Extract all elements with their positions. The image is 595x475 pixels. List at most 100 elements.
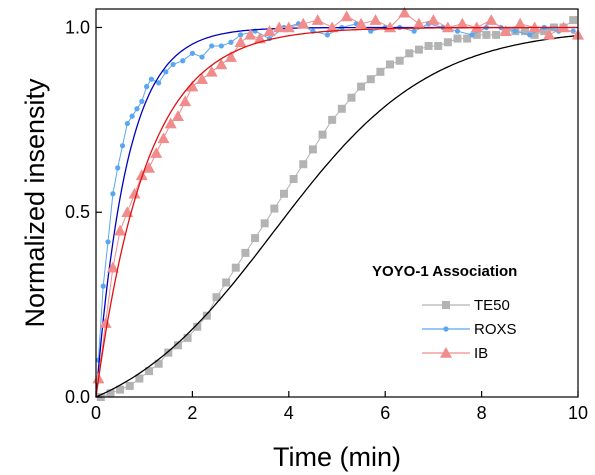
data-point-ib	[114, 224, 127, 236]
data-point-ib	[205, 65, 218, 77]
data-point-roxs	[411, 28, 417, 34]
data-point-te50	[472, 30, 481, 39]
data-point-te50	[357, 82, 366, 91]
data-point-roxs	[228, 39, 234, 45]
data-point-te50	[270, 204, 279, 213]
data-point-roxs	[170, 61, 176, 68]
data-point-roxs	[527, 32, 533, 38]
data-point-te50	[328, 115, 337, 124]
data-point-te50	[183, 333, 192, 342]
data-point-ib	[106, 261, 119, 273]
legend-entry-roxs: ROXS	[422, 321, 517, 338]
data-point-roxs	[368, 28, 374, 34]
data-point-te50	[414, 45, 423, 54]
data-point-te50	[289, 174, 298, 183]
data-point-ib	[143, 161, 156, 173]
legend-label: IB	[474, 345, 488, 362]
data-point-te50	[154, 359, 163, 368]
data-point-ib	[398, 6, 411, 18]
data-point-te50	[260, 219, 269, 228]
legend-label: ROXS	[474, 321, 517, 338]
data-point-ib	[456, 17, 469, 29]
data-point-ib	[282, 21, 295, 33]
series-ib	[92, 6, 584, 398]
data-point-te50	[193, 322, 202, 331]
data-point-te50	[443, 38, 452, 47]
data-point-ib	[157, 132, 170, 144]
x-tick-label: 8	[477, 403, 487, 423]
data-point-ib	[263, 25, 276, 36]
data-point-ib	[441, 21, 454, 33]
data-point-roxs	[148, 76, 155, 82]
data-point-roxs	[156, 80, 162, 86]
data-point-te50	[145, 367, 154, 376]
data-point-te50	[337, 104, 346, 113]
data-point-te50	[366, 75, 375, 84]
data-point-ib	[355, 17, 368, 29]
data-point-roxs	[134, 106, 140, 112]
data-point-ib	[311, 14, 324, 25]
fit-curve-roxs	[95, 26, 578, 398]
data-point-te50	[405, 49, 414, 58]
legend-marker	[443, 326, 449, 332]
data-point-te50	[222, 278, 231, 287]
axes-layer: 0 2 4 6 8 10 0.0 0.5 1.0	[65, 17, 588, 423]
y-tick-label: 1.0	[65, 17, 90, 37]
data-point-te50	[125, 381, 134, 390]
data-point-ib	[215, 58, 228, 70]
x-axis-title: Time (min)	[273, 442, 401, 472]
data-point-roxs	[512, 28, 518, 34]
data-point-roxs	[199, 54, 205, 60]
data-point-ib	[244, 28, 257, 40]
series-roxs	[95, 21, 578, 398]
data-point-roxs	[469, 32, 475, 38]
data-point-ib	[186, 80, 199, 92]
data-point-roxs	[454, 28, 461, 34]
data-point-te50	[376, 67, 385, 76]
fit-curve-te50	[95, 34, 579, 398]
legend-entries: TE50 ROXS IB	[422, 297, 517, 362]
data-point-ib	[171, 110, 184, 121]
data-point-ib	[179, 95, 192, 107]
plot-frame	[95, 8, 579, 398]
data-point-roxs	[189, 50, 195, 56]
data-point-roxs	[119, 143, 126, 149]
data-point-ib	[326, 21, 339, 33]
data-point-te50	[569, 16, 578, 25]
fit-curve-ib	[95, 26, 578, 398]
data-point-ib	[412, 17, 425, 29]
data-point-ib	[99, 317, 112, 328]
legend-entry-te50: TE50	[422, 297, 510, 314]
x-tick-label: 6	[380, 403, 390, 423]
series-te50	[95, 16, 579, 401]
data-point-te50	[212, 293, 221, 302]
data-point-te50	[347, 93, 356, 102]
data-point-te50	[530, 30, 539, 39]
data-point-roxs	[209, 43, 215, 49]
data-point-te50	[279, 189, 288, 198]
legend-title: YOYO-1 Association	[372, 263, 517, 280]
data-point-ib	[340, 10, 353, 22]
data-point-te50	[424, 41, 433, 50]
data-point-roxs	[570, 28, 576, 34]
data-point-te50	[241, 248, 250, 257]
data-point-te50	[395, 56, 404, 65]
data-point-ib	[297, 17, 310, 29]
data-point-te50	[318, 130, 327, 139]
data-point-roxs	[218, 43, 224, 49]
x-tick-label: 4	[284, 403, 294, 423]
data-point-ib	[369, 14, 382, 25]
data-point-ib	[470, 21, 483, 33]
y-axis-title: Normalized insensity	[20, 78, 50, 328]
data-point-roxs	[124, 120, 130, 127]
x-tick-label: 0	[91, 403, 101, 423]
data-point-te50	[116, 385, 125, 394]
data-point-ib	[224, 51, 237, 62]
data-point-ib	[196, 73, 209, 85]
data-point-te50	[520, 27, 529, 36]
x-tick-label: 2	[187, 403, 197, 423]
data-point-ib	[384, 21, 397, 33]
data-point-roxs	[163, 69, 169, 75]
data-point-te50	[251, 234, 260, 243]
